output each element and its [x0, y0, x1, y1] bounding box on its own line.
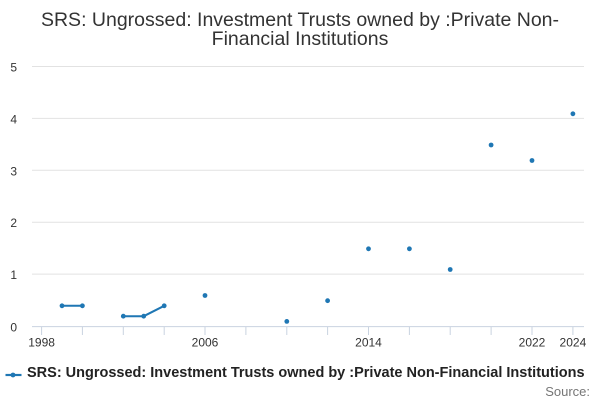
- svg-text:4: 4: [10, 112, 17, 126]
- svg-text:2006: 2006: [192, 336, 219, 350]
- svg-text:3: 3: [10, 164, 17, 178]
- svg-text:2014: 2014: [355, 336, 382, 350]
- svg-text:1: 1: [10, 268, 17, 282]
- svg-text:1998: 1998: [28, 336, 55, 350]
- svg-text:0: 0: [10, 321, 17, 335]
- svg-text:2: 2: [10, 216, 17, 230]
- svg-text:5: 5: [10, 61, 17, 75]
- svg-text:2022: 2022: [519, 336, 546, 350]
- svg-text:2024: 2024: [560, 336, 587, 350]
